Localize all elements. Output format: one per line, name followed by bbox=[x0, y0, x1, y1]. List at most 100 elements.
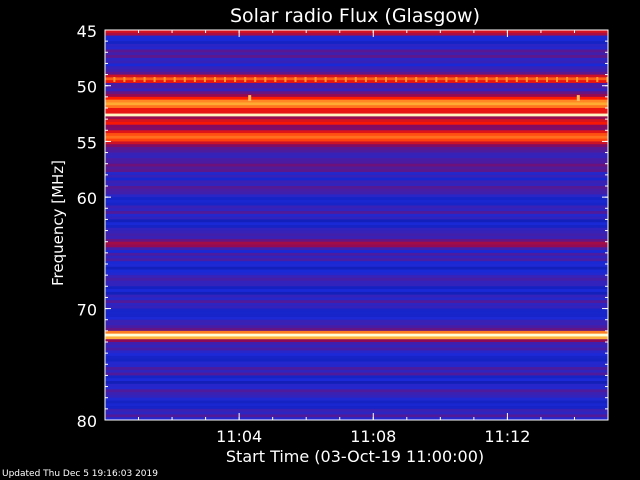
spectrum-row bbox=[105, 392, 608, 396]
spectrum-row bbox=[105, 216, 608, 220]
spectrum-row bbox=[105, 172, 608, 176]
spectrum-row bbox=[105, 133, 608, 137]
spectrum-row bbox=[105, 152, 608, 156]
spectrum-row bbox=[105, 269, 608, 273]
spectrum-row bbox=[105, 149, 608, 153]
spectrum-row bbox=[105, 264, 608, 268]
spectrum-row bbox=[105, 85, 608, 89]
spectrum-row bbox=[105, 227, 608, 231]
interference-dot bbox=[264, 77, 267, 82]
chart-title: Solar radio Flux (Glasgow) bbox=[230, 5, 480, 27]
spectrum-row bbox=[105, 105, 608, 109]
spectrum-row bbox=[105, 350, 608, 354]
interference-dot bbox=[203, 77, 206, 82]
spectrum-row bbox=[105, 367, 608, 371]
y-tick-label: 45 bbox=[77, 22, 97, 41]
interference-dot bbox=[385, 77, 387, 82]
y-tick-label: 55 bbox=[77, 133, 97, 152]
spectrum-row bbox=[105, 197, 608, 201]
spectrum-row bbox=[105, 41, 608, 45]
x-tick-label: 11:04 bbox=[216, 427, 262, 446]
interference-dot bbox=[435, 77, 438, 82]
interference-dot bbox=[475, 77, 478, 82]
spectrum-row bbox=[105, 266, 608, 270]
spectrum-row bbox=[105, 194, 608, 198]
interference-dot bbox=[224, 77, 226, 82]
spectrum-row bbox=[105, 43, 608, 48]
spectrum-row bbox=[105, 110, 608, 114]
burst-mark bbox=[248, 95, 252, 102]
spectrum-row bbox=[105, 88, 608, 92]
interference-dot bbox=[354, 77, 357, 82]
spectrum-row bbox=[105, 247, 608, 251]
spectrum-row bbox=[105, 305, 608, 309]
spectrum-row bbox=[105, 286, 608, 290]
y-tick-label: 80 bbox=[77, 412, 97, 431]
spectrum-row bbox=[105, 219, 608, 223]
spectrum-row bbox=[105, 71, 608, 75]
interference-dot bbox=[596, 77, 599, 82]
x-tick-label: 11:12 bbox=[484, 427, 530, 446]
spectrum-row bbox=[105, 169, 608, 173]
spectrum-row bbox=[105, 180, 608, 184]
interference-dot bbox=[344, 77, 347, 82]
spectrum-row bbox=[105, 35, 608, 39]
spectrum-row bbox=[105, 386, 608, 390]
spectrum-row bbox=[105, 353, 608, 357]
interference-dot bbox=[214, 77, 216, 82]
y-tick-label: 50 bbox=[77, 78, 97, 97]
spectrum-row bbox=[105, 147, 608, 151]
spectrum-row bbox=[105, 138, 608, 142]
spectrum-row bbox=[105, 208, 608, 212]
spectrum-row bbox=[105, 378, 608, 382]
spectrum-row bbox=[105, 119, 608, 123]
spectrum-row bbox=[105, 57, 608, 62]
spectrum-row bbox=[105, 300, 608, 304]
interference-dot bbox=[535, 77, 538, 82]
spectrum-row bbox=[105, 406, 608, 410]
spectrum-row bbox=[105, 124, 608, 128]
interference-dot bbox=[465, 77, 468, 82]
spectrum-row bbox=[105, 230, 608, 234]
spectrum-row bbox=[105, 238, 608, 243]
spectrum-row bbox=[105, 99, 608, 103]
spectrum-row bbox=[105, 347, 608, 351]
spectrum-row bbox=[105, 82, 608, 87]
spectrum-row bbox=[105, 63, 608, 67]
spectrum-row bbox=[105, 130, 608, 134]
spectrum-row bbox=[105, 186, 608, 190]
y-axis-label: Frequency [MHz] bbox=[49, 160, 67, 286]
spectrum-row bbox=[105, 158, 608, 162]
interference-dot bbox=[515, 77, 518, 82]
interference-dot bbox=[576, 77, 579, 82]
spectrum-row bbox=[105, 311, 608, 315]
interference-dot bbox=[324, 77, 327, 82]
spectrum-row bbox=[105, 277, 608, 282]
spectrum-row bbox=[105, 213, 608, 218]
interference-dot bbox=[113, 77, 116, 82]
spectrum-row bbox=[105, 222, 608, 226]
spectrum-row bbox=[105, 361, 608, 365]
spectrum-row bbox=[105, 166, 608, 170]
spectrum-row bbox=[105, 252, 608, 257]
spectrum-row bbox=[105, 381, 608, 385]
spectrum-row bbox=[105, 46, 608, 50]
interference-dot bbox=[606, 77, 609, 82]
spectrum-row bbox=[105, 188, 608, 192]
spectrum-row bbox=[105, 74, 608, 78]
spectrum-row bbox=[105, 121, 608, 126]
interference-dot bbox=[143, 77, 146, 82]
burst-mark bbox=[576, 95, 580, 102]
spectrum-row bbox=[105, 211, 608, 215]
spectrum-row bbox=[105, 236, 608, 240]
interference-dot bbox=[244, 77, 247, 82]
spectrum-row bbox=[105, 244, 608, 248]
spectrum-row bbox=[105, 333, 608, 337]
spectrum-row bbox=[105, 275, 608, 279]
spectrum-row bbox=[105, 241, 608, 245]
spectrum-row bbox=[105, 155, 608, 159]
interference-dot bbox=[455, 77, 458, 82]
spectrum-row bbox=[105, 183, 608, 187]
spectrum-row bbox=[105, 108, 608, 112]
interference-dot bbox=[183, 77, 186, 82]
